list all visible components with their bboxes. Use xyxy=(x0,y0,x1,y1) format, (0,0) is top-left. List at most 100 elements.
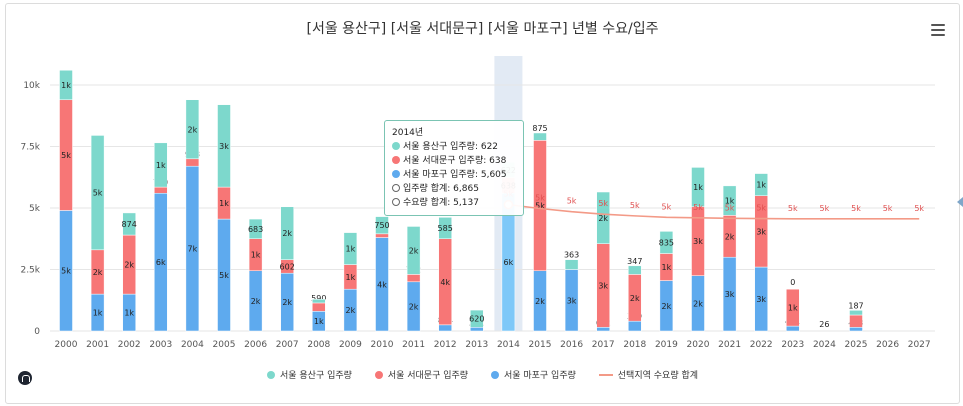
x-tick-label: 2027 xyxy=(908,340,931,350)
data-label: 1k xyxy=(693,183,703,192)
x-tick-label: 2010 xyxy=(371,340,394,350)
legend-item-mapo[interactable]: 서울 마포구 입주량 xyxy=(490,368,576,381)
demand-label: 5k xyxy=(725,203,735,212)
bar-segment xyxy=(659,231,674,254)
data-label: 3k xyxy=(756,295,766,304)
legend-label-seodaemun: 서울 서대문구 입주량 xyxy=(387,371,469,381)
demand-label: 5k xyxy=(567,197,577,206)
x-tick-label: 2021 xyxy=(718,340,741,350)
data-label: 2k xyxy=(188,125,198,134)
legend-item-yongsan[interactable]: 서울 용산구 입주량 xyxy=(266,368,352,381)
bar-segment xyxy=(312,299,326,304)
data-label: 5k xyxy=(219,271,229,280)
data-label: 1k xyxy=(725,197,735,206)
data-label: 4k xyxy=(440,278,450,287)
data-label: 835 xyxy=(659,238,674,247)
bar-segment xyxy=(849,310,863,316)
demand-line xyxy=(508,203,920,220)
tooltip-dot-yongsan xyxy=(392,142,400,150)
data-label: 2k xyxy=(409,302,419,311)
data-label: 1k xyxy=(314,317,324,326)
bar-segment xyxy=(470,309,484,328)
bar-segment xyxy=(343,232,358,265)
data-label: 2k xyxy=(598,214,608,223)
x-tick-label: 2018 xyxy=(623,340,646,350)
hamburger-icon[interactable] xyxy=(931,24,945,36)
tooltip-supply-total: 입주량 합계: 6,865 xyxy=(403,184,479,194)
legend-swatch-demand xyxy=(598,374,613,376)
bar-segment xyxy=(154,142,168,188)
data-label: 3k xyxy=(567,296,577,305)
data-label: 1k xyxy=(346,245,356,254)
data-label: 2k xyxy=(282,298,292,307)
chart-title: [서울 용산구] [서울 서대문구] [서울 마포구] 년별 수요/입주 xyxy=(306,21,659,37)
data-label: 683 xyxy=(248,225,263,234)
bar-segment xyxy=(280,206,294,260)
demand-label: 5k xyxy=(693,203,703,212)
data-label: 875 xyxy=(532,124,547,133)
bar-segment xyxy=(312,302,326,312)
bar-segment xyxy=(90,135,105,251)
legend-item-demand[interactable]: 선택지역 수요량 합계 xyxy=(598,368,698,381)
x-tick-label: 2015 xyxy=(529,340,552,350)
bar-segment xyxy=(248,218,263,240)
x-tick-label: 2000 xyxy=(55,340,78,350)
x-tick-label: 2009 xyxy=(339,340,362,350)
bar-segment xyxy=(185,99,200,160)
data-label: 2k xyxy=(662,302,672,311)
bar-segment xyxy=(470,327,484,332)
bar-segment xyxy=(375,216,389,235)
data-label: 1k xyxy=(124,309,134,318)
x-tick-label: 2011 xyxy=(402,340,425,350)
x-tick-label: 2020 xyxy=(687,340,710,350)
bar-segment xyxy=(406,226,421,275)
bar-segment xyxy=(217,104,231,188)
demand-label: 5k xyxy=(756,204,766,213)
data-label: 26 xyxy=(819,320,829,329)
data-label: 2k xyxy=(630,294,640,303)
data-label: 2k xyxy=(282,229,292,238)
legend-item-seodaemun[interactable]: 서울 서대문구 입주량 xyxy=(374,368,469,381)
bar-segment xyxy=(438,324,452,332)
data-label: 1k xyxy=(662,263,672,272)
data-label: 2k xyxy=(251,297,261,306)
demand-label: 5k xyxy=(820,204,830,213)
data-label: 5k xyxy=(61,267,71,276)
data-label: 5k xyxy=(535,202,545,211)
data-label: 7k xyxy=(188,245,198,254)
y-tick-label: 0 xyxy=(34,327,40,337)
bar-segment xyxy=(786,288,800,327)
data-label: 1k xyxy=(61,81,71,90)
x-tick-label: 2006 xyxy=(244,340,267,350)
tooltip-year: 2014년 xyxy=(392,128,424,138)
bar-segment xyxy=(754,173,768,196)
data-label: 3k xyxy=(598,281,608,290)
data-label: 1k xyxy=(346,273,356,282)
data-label: 2k xyxy=(725,232,735,241)
data-label: 0 xyxy=(790,278,795,287)
tooltip-dot-mapo xyxy=(392,170,400,178)
x-tick-label: 2002 xyxy=(118,340,141,350)
bar-segment xyxy=(154,186,168,194)
scroll-arrow-icon[interactable] xyxy=(957,197,963,207)
bar-segment xyxy=(628,320,642,332)
demand-label: 5k xyxy=(883,204,893,213)
bar-segment xyxy=(375,233,389,238)
data-label: 347 xyxy=(627,257,642,266)
tooltip-seodaemun: 서울 서대문구 입주량: 638 xyxy=(403,156,507,166)
bar-segment xyxy=(438,217,452,240)
bar-segment xyxy=(849,314,863,328)
data-label: 6k xyxy=(504,258,514,267)
legend-label-mapo: 서울 마포구 입주량 xyxy=(503,371,576,381)
data-label: 2k xyxy=(93,268,103,277)
data-label: 750 xyxy=(374,221,389,230)
data-label: 1k xyxy=(788,304,798,313)
x-tick-label: 2026 xyxy=(876,340,899,350)
x-tick-label: 2022 xyxy=(750,340,773,350)
data-label: 3k xyxy=(756,227,766,236)
data-label: 2k xyxy=(535,297,545,306)
bar-segment xyxy=(628,265,642,275)
data-label: 5k xyxy=(93,189,103,198)
x-tick-label: 2017 xyxy=(592,340,615,350)
